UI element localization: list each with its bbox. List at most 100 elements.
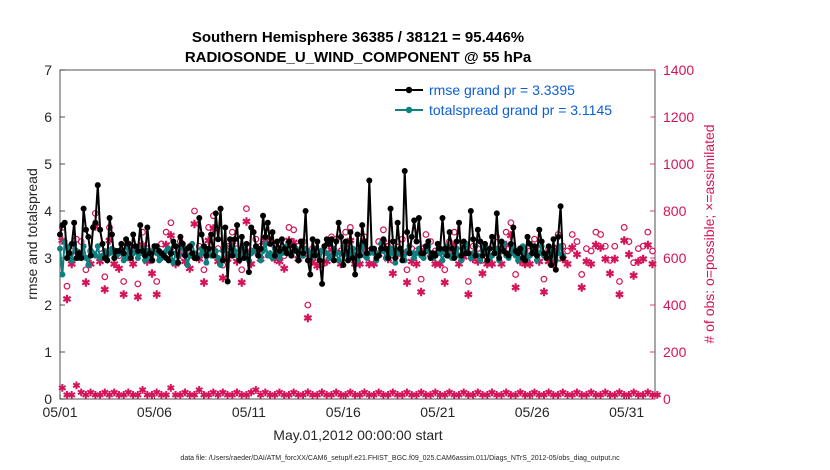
obs-low-marker: ✱ (256, 390, 265, 401)
obs-low-marker: ✱ (341, 390, 350, 401)
totalspread-point (437, 250, 444, 257)
obs-assimilated-marker: ✱ (114, 264, 123, 276)
obs-low-marker: ✱ (266, 390, 275, 401)
rmse-point (208, 231, 215, 238)
rmse-point (250, 229, 257, 236)
rmse-point (80, 205, 87, 212)
rmse-point (349, 255, 356, 261)
totalspread-point (335, 257, 342, 264)
obs-low-marker: ✱ (431, 388, 440, 399)
obs-low-marker: ✱ (313, 390, 322, 401)
obs-assimilated-marker: ✱ (180, 257, 189, 269)
rmse-point (205, 245, 212, 252)
totalspread-point (392, 259, 399, 266)
obs-low-marker: ✱ (228, 390, 237, 401)
obs-possible-marker (502, 228, 510, 236)
rmse-point (486, 245, 493, 252)
totalspread-point (217, 262, 224, 269)
totalspread-point (420, 255, 427, 261)
rmse-point (392, 255, 399, 261)
obs-assimilated-marker: ✱ (242, 217, 251, 229)
obs-assimilated-marker: ✱ (128, 259, 137, 271)
obs-assimilated-marker: ✱ (303, 313, 312, 325)
rmse-point (286, 238, 293, 245)
obs-assimilated-marker: ✱ (213, 257, 222, 269)
obs-low-marker: ✱ (271, 390, 280, 401)
rmse-point (120, 250, 127, 257)
obs-low-marker: ✱ (110, 388, 119, 399)
rmse-point (467, 208, 474, 214)
obs-assimilated-marker: ✱ (417, 287, 426, 299)
obs-assimilated-marker: ✱ (478, 268, 487, 280)
obs-assimilated-marker: ✱ (638, 254, 647, 266)
obs-possible-marker (578, 271, 586, 278)
rmse-point (342, 238, 349, 245)
obs-assimilated-marker: ✱ (464, 289, 473, 301)
totalspread-point (477, 257, 484, 264)
obs-assimilated-marker: ✱ (190, 219, 199, 231)
obs-low-marker: ✱ (417, 388, 426, 399)
rmse-point (264, 219, 271, 226)
rmse-point (545, 243, 552, 250)
rmse-point (170, 238, 177, 245)
obs-low-marker: ✱ (412, 390, 421, 401)
obs-low-marker: ✱ (261, 388, 270, 399)
obs-assimilated-marker: ✱ (629, 271, 638, 283)
obs-assimilated-marker: ✱ (591, 240, 600, 252)
totalspread-point (142, 257, 148, 264)
obs-possible-marker (606, 256, 614, 264)
rmse-point (404, 229, 411, 236)
rmse-point (222, 224, 229, 231)
rmse-point (474, 226, 481, 233)
rmse-point (460, 238, 467, 245)
legend: rmse grand pr = 3.3395 totalspread grand… (387, 77, 651, 124)
rmse-point (198, 231, 205, 238)
obs-assimilated-marker: ✱ (313, 261, 322, 273)
rmse-point (335, 219, 342, 226)
rmse-point (439, 215, 446, 222)
obs-low-marker: ✱ (167, 383, 176, 394)
rmse-point (548, 262, 555, 269)
obs-possible-marker (238, 266, 246, 274)
totalspread-point (411, 255, 418, 261)
rmse-point (90, 224, 97, 231)
obs-low-marker: ✱ (223, 390, 232, 401)
rmse-point (415, 215, 422, 222)
rmse-point (61, 219, 68, 226)
rmse-point (319, 280, 326, 287)
obs-assimilated-marker: ✱ (620, 235, 629, 247)
rmse-point (444, 252, 451, 259)
legend-rmse-label: rmse grand pr = 3.3395 (429, 82, 575, 98)
obs-assimilated-marker: ✱ (468, 254, 477, 266)
rmse-point (167, 250, 174, 257)
chart-title: Southern Hemisphere 36385 / 38121 = 95.4… (192, 29, 524, 46)
obs-low-marker: ✱ (209, 388, 218, 399)
obs-possible-marker (162, 228, 170, 236)
rmse-point (328, 236, 335, 243)
obs-low-marker: ✱ (436, 390, 445, 401)
obs-assimilated-marker: ✱ (596, 242, 605, 254)
obs-low-marker: ✱ (507, 390, 516, 401)
obs-low-marker: ✱ (280, 390, 289, 401)
y-tick-label: 3 (44, 250, 52, 266)
y-tick-label-right: 800 (663, 203, 687, 219)
rmse-point (555, 233, 562, 240)
rmse-point (243, 240, 250, 247)
rmse-point (446, 229, 453, 236)
obs-possible-marker (564, 247, 571, 255)
obs-possible-marker (304, 301, 312, 309)
obs-assimilated-marker: ✱ (520, 259, 529, 271)
obs-low-marker: ✱ (459, 388, 468, 399)
rmse-point (378, 245, 385, 252)
obs-assimilated-marker: ✱ (105, 235, 114, 247)
obs-low-marker: ✱ (483, 390, 492, 401)
obs-possible-marker (417, 275, 425, 283)
y-tick-label-right: 600 (663, 250, 687, 266)
obs-low-marker: ✱ (346, 388, 355, 399)
totalspread-point (57, 245, 63, 252)
rmse-point (201, 243, 208, 250)
rmse-point (472, 252, 479, 259)
obs-low-marker: ✱ (535, 390, 544, 401)
rmse-point (382, 245, 389, 252)
obs-low-marker: ✱ (544, 388, 553, 399)
